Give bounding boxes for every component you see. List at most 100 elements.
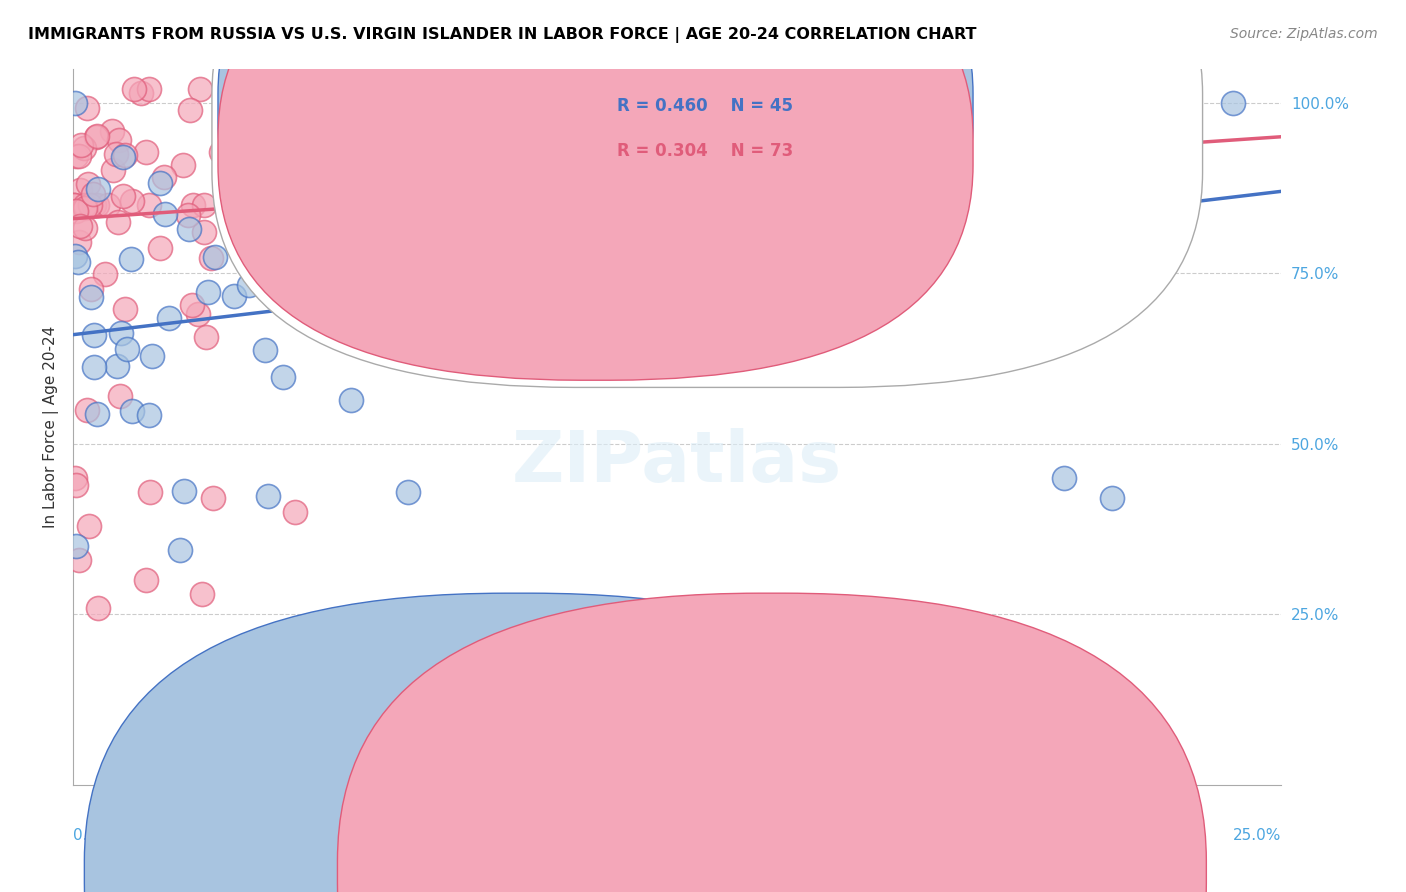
Point: [93, 267, 115, 281]
Point: [138, 408, 160, 422]
Y-axis label: In Labor Force | Age 20-24: In Labor Force | Age 20-24: [44, 326, 59, 528]
Point: [65, 96, 87, 111]
Point: [284, 505, 307, 519]
Point: [141, 349, 163, 363]
Point: [181, 198, 204, 212]
Point: [193, 198, 215, 212]
Point: [121, 194, 143, 208]
Point: [273, 254, 295, 268]
Point: [121, 403, 143, 417]
Point: [77, 177, 100, 191]
Point: [197, 285, 219, 300]
Point: [157, 310, 180, 325]
Point: [79, 198, 101, 212]
Point: [194, 330, 217, 344]
Point: [107, 215, 129, 229]
Point: [616, 346, 638, 360]
Point: [149, 241, 172, 255]
Point: [82, 186, 104, 201]
Point: [181, 298, 204, 312]
Point: [65, 478, 87, 492]
Text: Immigrants from Russia: Immigrants from Russia: [537, 864, 720, 879]
Text: R = 0.304    N = 73: R = 0.304 N = 73: [617, 142, 793, 160]
Point: [315, 219, 337, 233]
Point: [84, 129, 107, 144]
Point: [138, 198, 160, 212]
Point: [267, 127, 290, 141]
Point: [135, 145, 157, 159]
Point: [97, 198, 120, 212]
Point: [80, 282, 103, 296]
Point: [75, 198, 97, 212]
Point: [108, 389, 131, 403]
Point: [63, 198, 86, 212]
Point: [73, 141, 96, 155]
Point: [120, 252, 142, 266]
Point: [66, 255, 89, 269]
Point: [129, 87, 152, 101]
Point: [426, 161, 449, 176]
Point: [103, 163, 125, 178]
Point: [396, 485, 419, 500]
Point: [188, 82, 211, 96]
Point: [257, 488, 280, 502]
Point: [259, 196, 281, 211]
Point: [274, 163, 297, 178]
Point: [179, 222, 201, 236]
Point: [139, 484, 162, 499]
Point: [238, 278, 260, 293]
Point: [253, 343, 276, 357]
Point: [112, 189, 135, 203]
Point: [80, 290, 103, 304]
FancyBboxPatch shape: [218, 0, 973, 380]
Text: Source: ZipAtlas.com: Source: ZipAtlas.com: [1230, 27, 1378, 41]
Text: R = 0.460    N = 45: R = 0.460 N = 45: [617, 97, 793, 115]
Point: [87, 182, 110, 196]
Point: [201, 491, 224, 506]
FancyBboxPatch shape: [218, 0, 973, 337]
Point: [339, 393, 361, 408]
Point: [63, 198, 86, 212]
Point: [135, 574, 157, 588]
Point: [83, 198, 105, 212]
Text: 25.0%: 25.0%: [1233, 828, 1281, 843]
Point: [173, 484, 195, 499]
Point: [138, 82, 160, 96]
Point: [242, 102, 264, 116]
Point: [104, 147, 127, 161]
Point: [76, 402, 98, 417]
Point: [77, 518, 100, 533]
Point: [86, 198, 108, 212]
Point: [105, 359, 128, 373]
Point: [204, 250, 226, 264]
Point: [69, 183, 91, 197]
Point: [114, 148, 136, 162]
Point: [87, 600, 110, 615]
Point: [76, 101, 98, 115]
Point: [153, 170, 176, 185]
Point: [172, 158, 194, 172]
FancyBboxPatch shape: [212, 0, 1202, 387]
Point: [249, 233, 271, 247]
Point: [67, 148, 90, 162]
Point: [200, 252, 222, 266]
Point: [65, 471, 87, 485]
Point: [83, 328, 105, 343]
Point: [86, 407, 108, 421]
Point: [70, 137, 93, 152]
Point: [67, 235, 90, 249]
Point: [1101, 491, 1123, 506]
Point: [69, 219, 91, 233]
Point: [73, 220, 96, 235]
Point: [271, 370, 294, 384]
Point: [956, 628, 979, 642]
Point: [481, 196, 503, 211]
Text: 0.0%: 0.0%: [73, 828, 111, 843]
Point: [297, 82, 319, 96]
Point: [179, 103, 201, 117]
Point: [115, 342, 138, 356]
Point: [308, 170, 330, 185]
Point: [301, 135, 323, 149]
Point: [224, 289, 246, 303]
Point: [83, 359, 105, 374]
